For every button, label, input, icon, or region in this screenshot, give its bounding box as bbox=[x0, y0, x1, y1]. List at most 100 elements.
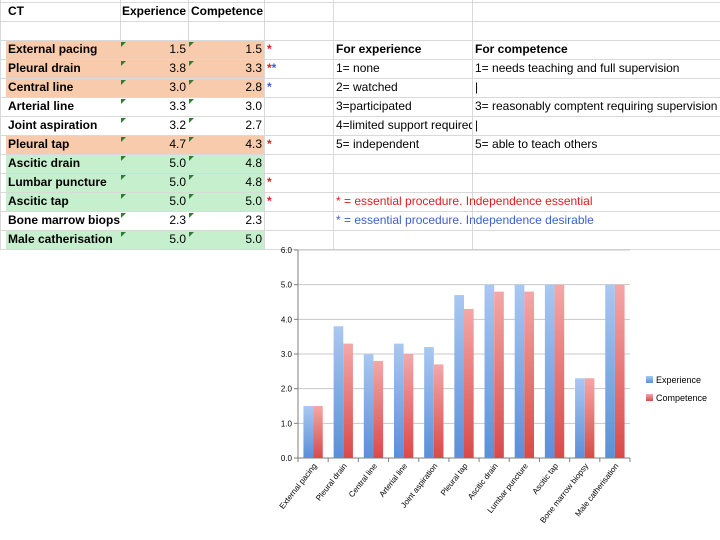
x-tick-label: Pleural drain bbox=[314, 462, 349, 503]
key-experience-item: 5= independent bbox=[336, 137, 420, 151]
bar-competence bbox=[614, 284, 625, 458]
bar-competence bbox=[494, 291, 504, 458]
legend-label: Competence bbox=[656, 393, 707, 403]
bar-competence bbox=[403, 354, 414, 458]
cell-comment-icon bbox=[189, 42, 194, 47]
header-ct: CT bbox=[8, 4, 24, 18]
y-tick-label: 4.0 bbox=[281, 315, 293, 324]
table-row bbox=[6, 212, 264, 230]
table-row bbox=[6, 155, 264, 173]
key-experience-item: 3=participated bbox=[336, 99, 412, 113]
x-tick-label: External pacing bbox=[278, 462, 319, 511]
x-tick-label: Ascitic tap bbox=[531, 461, 561, 496]
experience-value: 5.0 bbox=[169, 175, 186, 189]
cell-comment-icon bbox=[121, 156, 126, 161]
experience-value: 3.2 bbox=[169, 118, 186, 132]
y-tick-label: 5.0 bbox=[281, 281, 293, 290]
cell-comment-icon bbox=[121, 99, 126, 104]
cell-comment-icon bbox=[189, 232, 194, 237]
procedure-name: External pacing bbox=[8, 42, 98, 56]
bar-competence bbox=[584, 378, 595, 458]
experience-value: 1.5 bbox=[169, 42, 186, 56]
key-competence-header: For competence bbox=[475, 42, 568, 56]
procedure-name: Male catherisation bbox=[8, 232, 113, 246]
procedure-name: Central line bbox=[8, 80, 74, 94]
header-experience: Experience bbox=[122, 4, 187, 18]
cell-comment-icon bbox=[189, 156, 194, 161]
key-competence-item: 1= needs teaching and full supervision bbox=[475, 61, 680, 75]
experience-value: 5.0 bbox=[169, 156, 186, 170]
x-tick-label: Arterial line bbox=[377, 461, 409, 499]
cell-comment-icon bbox=[121, 42, 126, 47]
competence-value: 5.0 bbox=[245, 194, 262, 208]
cell-comment-icon bbox=[189, 118, 194, 123]
bar-experience bbox=[575, 378, 585, 458]
experience-value: 2.3 bbox=[169, 213, 186, 227]
bar-experience bbox=[484, 284, 495, 458]
grid-line bbox=[0, 230, 720, 231]
essential-marker: ** bbox=[267, 61, 277, 75]
competence-value: 1.5 bbox=[245, 42, 262, 56]
essential-marker: * bbox=[267, 80, 272, 94]
competence-value: 5.0 bbox=[245, 232, 262, 246]
bar-experience bbox=[363, 354, 374, 458]
bar-experience bbox=[544, 284, 555, 458]
table-row bbox=[6, 60, 264, 78]
competence-value: 2.3 bbox=[245, 213, 262, 227]
grid-line bbox=[0, 40, 720, 41]
grid-line bbox=[0, 211, 720, 212]
table-row bbox=[6, 174, 264, 192]
table-row bbox=[6, 231, 264, 249]
cell-comment-icon bbox=[189, 80, 194, 85]
cell-comment-icon bbox=[189, 194, 194, 199]
essential-marker: * bbox=[267, 175, 272, 189]
cell-comment-icon bbox=[189, 175, 194, 180]
grid-line bbox=[0, 59, 720, 60]
bar-experience bbox=[424, 347, 434, 458]
cell-comment-icon bbox=[121, 118, 126, 123]
procedure-name: Ascitic drain bbox=[8, 156, 81, 170]
grid-line bbox=[0, 116, 720, 117]
bar-competence bbox=[313, 406, 323, 458]
competence-value: 2.7 bbox=[245, 118, 262, 132]
grid-line bbox=[0, 154, 720, 155]
experience-value: 3.0 bbox=[169, 80, 186, 94]
grid-line bbox=[0, 2, 720, 3]
essential-marker: * bbox=[267, 194, 272, 208]
grid-line bbox=[0, 173, 720, 174]
grid-line bbox=[0, 135, 720, 136]
competence-value: 4.8 bbox=[245, 175, 262, 189]
competence-value: 4.8 bbox=[245, 156, 262, 170]
y-tick-label: 2.0 bbox=[281, 385, 293, 394]
table-row bbox=[6, 136, 264, 154]
header-competence: Competence bbox=[191, 4, 263, 18]
procedure-name: Pleural drain bbox=[8, 61, 81, 75]
table-row bbox=[6, 79, 264, 97]
legend-swatch bbox=[646, 376, 653, 383]
procedure-name: Lumbar puncture bbox=[8, 175, 107, 189]
grid-line bbox=[0, 21, 720, 22]
experience-value: 3.3 bbox=[169, 99, 186, 113]
essential-marker: * bbox=[267, 42, 272, 56]
note-essential: * = essential procedure. Independence es… bbox=[336, 194, 593, 208]
experience-value: 4.7 bbox=[169, 137, 186, 151]
y-tick-label: 6.0 bbox=[281, 246, 293, 255]
procedure-name: Pleural tap bbox=[8, 137, 70, 151]
y-tick-label: 3.0 bbox=[281, 350, 293, 359]
grid-line bbox=[0, 0, 1, 250]
key-competence-item: | bbox=[475, 118, 479, 132]
cell-comment-icon bbox=[121, 194, 126, 199]
competence-value: 4.3 bbox=[245, 137, 262, 151]
key-experience-item: 1= none bbox=[336, 61, 380, 75]
key-competence-item: 3= reasonably comptent requiring supervi… bbox=[475, 99, 718, 113]
key-experience-item: 2= watched bbox=[336, 80, 398, 94]
x-tick-label: Central line bbox=[347, 461, 379, 499]
competence-value: 2.8 bbox=[245, 80, 262, 94]
experience-value: 3.8 bbox=[169, 61, 186, 75]
grid-line bbox=[264, 0, 265, 250]
spreadsheet: CT Experience Competence External pacing 1.5… bbox=[0, 0, 720, 250]
x-tick-label: Pleural tap bbox=[439, 461, 470, 497]
grid-line bbox=[0, 78, 720, 79]
procedure-name: Ascitic tap bbox=[8, 194, 69, 208]
